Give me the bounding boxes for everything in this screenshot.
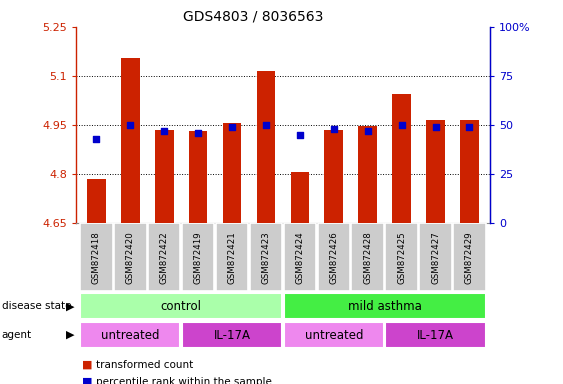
Text: IL-17A: IL-17A [213,329,251,341]
Point [431,124,440,130]
Text: agent: agent [2,330,32,340]
Point [126,122,135,128]
Point [329,126,338,132]
Bar [80,322,181,348]
Bar [223,123,242,223]
Text: IL-17A: IL-17A [417,329,454,341]
Bar [426,120,445,223]
Text: disease state: disease state [2,301,71,311]
Bar [257,71,275,223]
Text: ■: ■ [82,377,92,384]
Bar [460,120,479,223]
Point [194,129,203,136]
Bar [80,293,282,319]
Text: percentile rank within the sample: percentile rank within the sample [96,377,271,384]
Bar [291,172,309,223]
Bar [419,223,452,291]
Point [92,136,101,142]
Bar [148,223,181,291]
Point [363,127,372,134]
Bar [453,223,486,291]
Point [261,122,270,128]
Point [227,124,236,130]
Point [160,127,169,134]
Text: ■: ■ [82,360,92,370]
Bar [385,223,418,291]
Bar [284,322,384,348]
Point [465,124,474,130]
Text: GSM872423: GSM872423 [261,231,270,284]
Bar [155,130,173,223]
Text: ▶: ▶ [66,330,75,340]
Text: GSM872424: GSM872424 [296,231,305,284]
Bar [359,126,377,223]
Bar [121,58,140,223]
Text: ▶: ▶ [66,301,75,311]
Text: GSM872418: GSM872418 [92,231,101,284]
Bar [182,322,282,348]
Bar [249,223,282,291]
Bar [392,94,411,223]
Bar [189,131,207,223]
Point [296,132,305,138]
Text: control: control [160,300,202,313]
Text: GSM872425: GSM872425 [397,231,406,284]
Bar [284,293,486,319]
Bar [216,223,248,291]
Point [397,122,406,128]
Text: transformed count: transformed count [96,360,193,370]
Text: GDS4803 / 8036563: GDS4803 / 8036563 [183,10,324,23]
Text: GSM872420: GSM872420 [126,231,135,284]
Bar [80,223,113,291]
Text: GSM872429: GSM872429 [465,231,474,284]
Bar [324,130,343,223]
Text: GSM872427: GSM872427 [431,231,440,284]
Bar [318,223,350,291]
Bar [385,322,486,348]
Text: untreated: untreated [101,329,159,341]
Bar [351,223,384,291]
Bar [182,223,215,291]
Text: mild asthma: mild asthma [348,300,422,313]
Bar [284,223,316,291]
Text: GSM872428: GSM872428 [363,231,372,284]
Text: GSM872422: GSM872422 [160,231,169,284]
Text: GSM872421: GSM872421 [227,231,236,284]
Text: GSM872426: GSM872426 [329,231,338,284]
Bar [114,223,146,291]
Text: GSM872419: GSM872419 [194,231,203,284]
Text: untreated: untreated [305,329,363,341]
Bar [87,179,106,223]
